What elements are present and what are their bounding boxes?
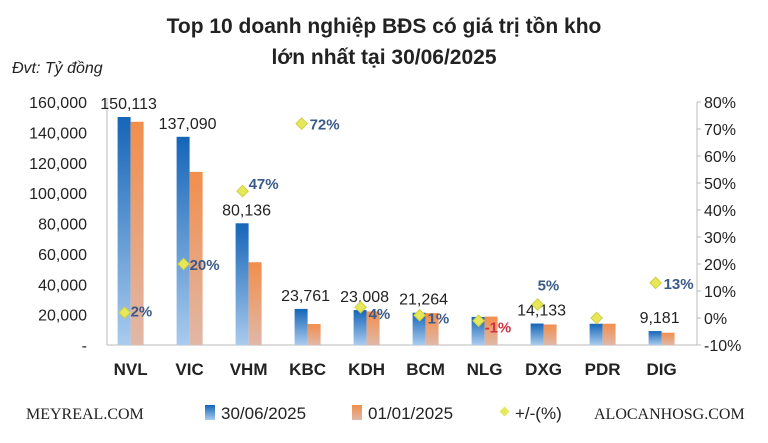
left-tick-label: 80,000 [38,217,87,234]
pct-label: 4% [369,306,391,323]
left-tick-label: 120,000 [29,156,87,173]
bar-value-label: 150,113 [100,96,157,113]
pct-marker-VHM [236,184,249,198]
right-tick-label: 50% [704,176,736,193]
right-tick-label: 80% [704,95,736,112]
left-tick-label: 160,000 [29,95,87,112]
bar-value-label: 80,136 [222,202,271,219]
bar-2025-01-PDR [602,323,616,345]
pct-marker-DIG [649,276,662,290]
right-tick-label: 30% [704,230,736,247]
bar-2025-01-NVL [130,121,144,346]
pct-marker-PDR [590,311,603,325]
pct-label: -1% [485,320,512,337]
pct-label: 1% [428,310,450,327]
bar-2025-06-VIC [176,136,190,345]
legend-marker-pct [499,406,510,417]
pct-marker-VIC [177,257,190,271]
bar-2025-01-VIC [189,171,203,345]
x-tick-label: DIG [646,360,676,379]
pct-marker-NVL [118,306,131,319]
bar-2025-01-KBC [307,324,321,345]
pct-marker-NLG [472,314,485,328]
right-tick-label: 20% [704,257,736,274]
bar-2025-01-KDH [366,311,380,345]
bar-value-label: 137,090 [159,116,217,133]
bar-2025-06-DIG [648,331,662,345]
x-tick-label: PDR [585,360,621,379]
x-tick-label: DXG [525,360,562,379]
x-tick-label: BCM [406,360,445,379]
left-tick-label: 140,000 [29,125,87,142]
pct-marker-KBC [295,117,308,130]
bar-2025-06-BCM [412,312,426,345]
right-tick-label: -10% [704,338,741,355]
pct-label: 72% [310,117,340,134]
left-tick-label: - [82,338,87,355]
right-tick-label: 0% [704,311,727,328]
bar-value-label: 23,761 [281,288,330,305]
left-tick-label: 100,000 [29,186,87,203]
left-tick-label: 20,000 [38,308,87,325]
pct-label: 2% [131,304,153,321]
bar-2025-01-VHM [248,262,262,345]
bar-value-label: 14,133 [517,303,566,320]
x-tick-label: NVL [114,360,148,379]
right-tick-label: 40% [704,203,736,220]
legend-swatch-2025-01 [352,405,362,420]
bar-2025-06-KBC [294,308,308,345]
x-tick-label: NLG [467,360,503,379]
bar-2025-01-BCM [425,313,439,345]
bar-value-label: 21,264 [399,292,448,309]
x-tick-label: VHM [230,360,268,379]
bar-2025-06-KDH [353,310,367,345]
legend-label-2025-06: 30/06/2025 [221,404,306,423]
pct-label: 20% [190,257,220,274]
chart-title-line1: Top 10 doanh nghiệp BĐS có giá trị tồn k… [167,15,602,38]
left-tick-label: 60,000 [38,247,87,264]
legend-label-pct: +/-(%) [515,404,562,423]
bar-2025-01-DIG [661,332,675,345]
pct-marker-DXG [531,298,544,311]
chart-title-line2: lớn nhất tại 30/06/2025 [271,46,496,69]
legend: 30/06/2025 01/01/2025 +/-(%) [205,404,562,423]
bar-2025-06-PDR [589,323,603,345]
right-tick-label: 70% [704,122,736,139]
pct-label: 13% [664,276,694,293]
bar-value-label: 9,181 [640,310,680,327]
bar-2025-06-DXG [530,323,544,345]
bar-2025-01-NLG [484,316,498,345]
x-tick-label: KBC [289,360,326,379]
bar-2025-06-NVL [117,117,131,345]
unit-label: Đvt: Tỷ đồng [12,60,103,77]
x-tick-label: VIC [175,360,203,379]
bar-2025-01-DXG [543,324,557,345]
pct-label: 5% [538,278,560,295]
pct-marker-KDH [354,300,367,314]
x-tick-label: KDH [348,360,385,379]
pct-label: 47% [249,176,279,193]
right-tick-label: 60% [704,149,736,166]
legend-label-2025-01: 01/01/2025 [368,404,453,423]
right-tick-label: 10% [704,284,736,301]
footer-left: MEYREAL.COM [26,406,144,423]
footer-right: ALOCANHOSG.COM [594,406,745,423]
pct-marker-BCM [413,308,426,322]
left-tick-label: 40,000 [38,277,87,294]
legend-swatch-2025-06 [205,405,215,420]
bar-value-label: 23,008 [340,289,389,306]
bar-2025-06-VHM [235,223,249,345]
